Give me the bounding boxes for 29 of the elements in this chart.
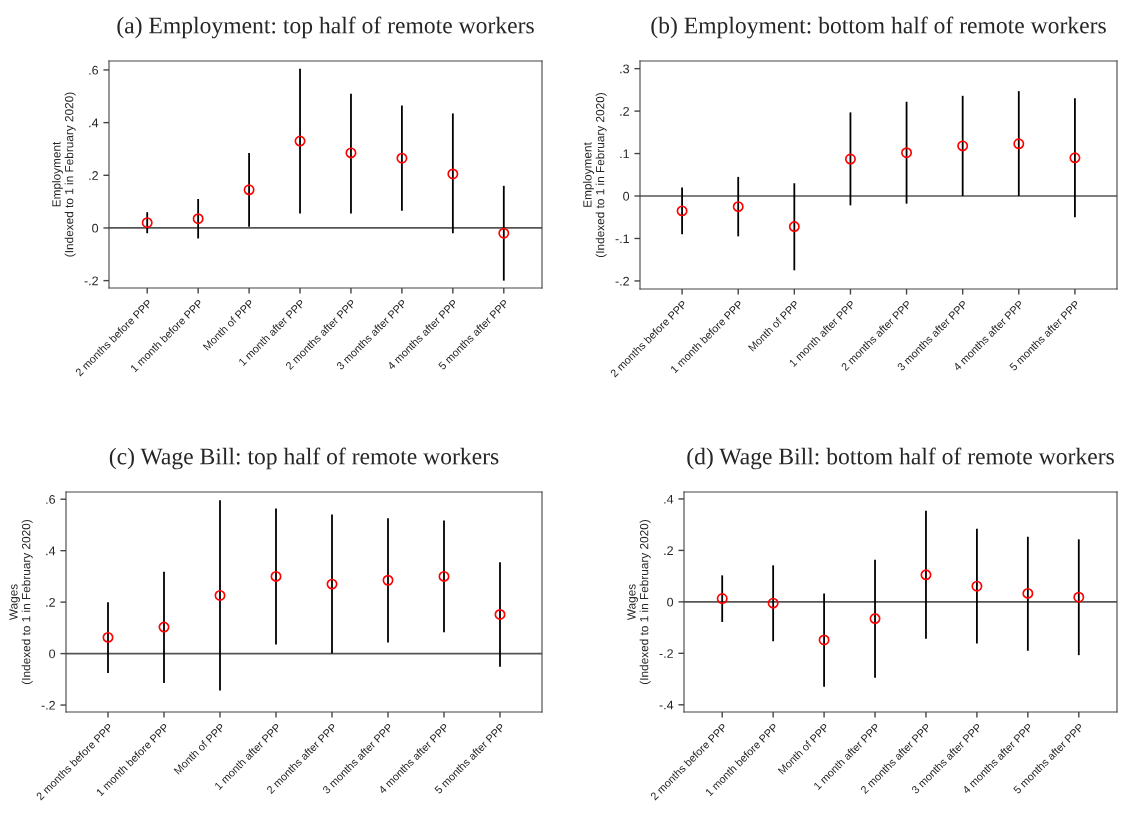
chart-title: (d) Wage Bill: bottom half of remote workers [687,447,1114,470]
y-axis-title: Wages (Indexed to 1 in February 2020) [9,520,33,684]
y-tick-label: .6 [46,495,56,504]
chart-title: (c) Wage Bill: top half of remote workers [109,447,499,470]
y-tick-label: -.2 [84,276,98,286]
y-tick-label: -.2 [615,276,629,286]
chart-title: (b) Employment: bottom half of remote workers [651,16,1106,39]
y-tick-label: .2 [89,171,98,180]
y-tick-label: 0 [667,597,674,607]
y-tick-label: .2 [664,546,673,555]
y-tick-label: -.4 [659,700,674,710]
y-tick-label: 0 [623,191,630,201]
y-tick-label: .1 [620,149,629,159]
y-tick-label: .4 [46,546,56,556]
y-tick-label: .4 [89,118,99,128]
chart-title: (a) Employment: top half of remote workers [117,16,534,39]
y-tick-label: -.1 [615,234,629,243]
y-tick-label: .3 [620,64,630,74]
y-tick-label: .2 [620,106,629,116]
y-tick-label: .2 [46,597,55,607]
y-tick-label: 0 [92,223,99,233]
y-axis-title: Employment (Indexed to 1 in February 2020) [51,92,76,257]
y-tick-label: -.2 [659,649,673,658]
y-axis-title: Wages (Indexed to 1 in February 2020) [627,520,651,684]
y-tick-label: 0 [49,649,56,659]
y-tick-label: .4 [664,494,674,504]
y-tick-label: -.2 [41,700,55,710]
y-axis-title: Employment (Indexed to 1 in February 2020) [582,93,607,257]
y-tick-label: .6 [89,65,99,75]
